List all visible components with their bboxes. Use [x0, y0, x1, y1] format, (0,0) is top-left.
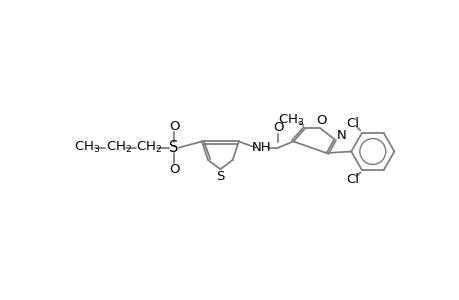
Text: CH$_3$: CH$_3$ [74, 140, 101, 155]
Text: NH: NH [251, 141, 270, 154]
Text: N: N [336, 129, 346, 142]
Text: S: S [169, 140, 179, 155]
Text: CH$_2$: CH$_2$ [106, 140, 132, 155]
Text: O: O [168, 163, 179, 176]
Text: O: O [272, 121, 283, 134]
Text: CH$_3$: CH$_3$ [277, 113, 304, 128]
Text: Cl: Cl [346, 117, 358, 130]
Text: S: S [216, 170, 224, 183]
Text: CH$_2$: CH$_2$ [136, 140, 162, 155]
Text: O: O [168, 120, 179, 133]
Text: O: O [316, 114, 326, 127]
Text: Cl: Cl [346, 173, 358, 186]
